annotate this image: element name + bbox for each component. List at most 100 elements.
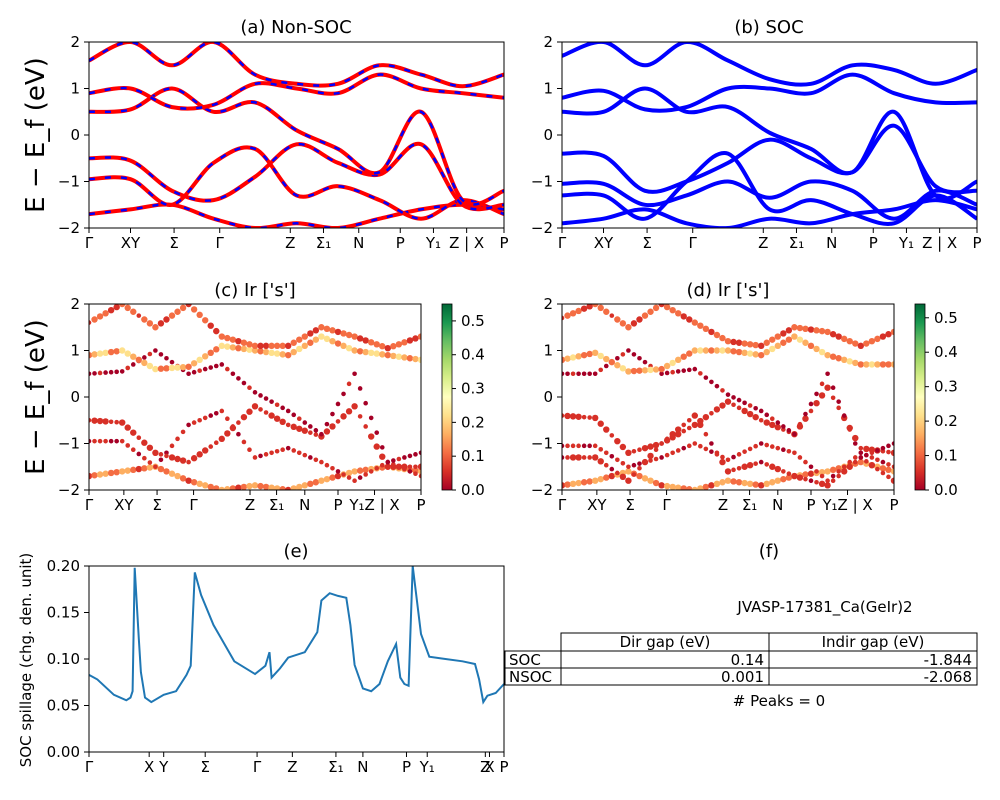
projection-point [197, 417, 202, 423]
projection-point [168, 470, 176, 477]
xtick-label: Z | X [449, 234, 484, 252]
projection-point [852, 359, 859, 367]
projection-point [697, 417, 704, 425]
projection-point [246, 482, 253, 490]
projection-point [257, 348, 264, 355]
projection-point [581, 455, 587, 460]
projection-point [296, 425, 303, 432]
projection-point [653, 447, 659, 453]
ytick-label: −2 [58, 481, 80, 499]
projection-point [180, 429, 186, 435]
projection-point [213, 440, 219, 446]
projection-point [824, 468, 831, 475]
projection-point [857, 342, 864, 350]
projection-point [891, 441, 894, 446]
projection-point [758, 342, 765, 350]
projection-point [323, 335, 331, 343]
projection-point [258, 407, 263, 412]
projection-point [592, 454, 599, 461]
projection-point [885, 466, 892, 474]
projection-point [136, 435, 142, 440]
ytick-label: 1 [543, 342, 553, 360]
projection-point [263, 452, 269, 457]
projection-point [681, 422, 687, 428]
projection-point [625, 468, 632, 475]
projection-point [797, 421, 803, 427]
band-line-dashed [89, 42, 504, 88]
projection-point [102, 349, 109, 357]
colorbar-tick-label: 0.2 [934, 412, 958, 430]
xtick-label: X [144, 758, 154, 776]
projection-point [406, 337, 414, 344]
xtick-label: Γ [85, 758, 94, 776]
panel-c-yticks: 2 1 0 −1 −2 [58, 295, 89, 499]
projection-point [374, 466, 380, 471]
projection-point [709, 410, 714, 416]
xtick-label: Γ [216, 234, 225, 252]
xtick-label: Z [245, 496, 255, 514]
projection-point [190, 479, 198, 486]
projection-point [890, 449, 894, 456]
projection-point [124, 304, 131, 312]
projection-point [597, 304, 604, 312]
projection-point [296, 336, 303, 343]
projection-point [625, 449, 632, 456]
panel-f: (f) JVASP-17381_Ca(GeIr)2 Dir gap (eV) I… [504, 541, 978, 710]
projection-point [774, 477, 781, 484]
projection-point [119, 438, 125, 444]
projection-point [185, 304, 192, 308]
projection-point [736, 452, 742, 457]
xtick-label: P [416, 496, 425, 514]
projection-point [890, 468, 894, 475]
projection-point [330, 411, 335, 417]
projection-point [157, 365, 165, 372]
projection-point [207, 322, 214, 329]
projection-point [208, 413, 214, 418]
projection-point [146, 464, 154, 471]
projection-point [686, 417, 692, 423]
projection-point [368, 349, 375, 357]
projection-point [262, 348, 270, 356]
xtick-label: Y₁ [419, 758, 435, 776]
projection-point [213, 363, 219, 369]
projection-point [119, 347, 126, 354]
projection-point [119, 419, 126, 426]
projection-point [580, 351, 588, 359]
projection-point [576, 371, 581, 377]
projection-point [614, 362, 621, 369]
panel-d-title: (d) Ir ['s'] [687, 280, 770, 301]
projection-point [390, 343, 397, 350]
projection-point [619, 320, 627, 327]
projection-point [818, 480, 826, 487]
projection-point [592, 304, 599, 308]
ytick-label: 0.00 [47, 743, 80, 761]
projection-point [379, 351, 386, 358]
projection-point [356, 335, 364, 342]
panel-f-title: (f) [759, 541, 779, 562]
projection-point [752, 413, 759, 421]
projection-point [697, 347, 704, 354]
projection-point [652, 441, 660, 449]
projection-point [163, 468, 170, 475]
projection-point [597, 352, 604, 360]
projection-point [680, 313, 687, 320]
projection-point [792, 431, 797, 437]
projection-point [781, 424, 786, 429]
projection-point [864, 452, 869, 458]
projection-point [575, 454, 582, 461]
projection-point [890, 477, 894, 484]
projection-point [152, 449, 159, 456]
xtick-label: Γ [689, 234, 698, 252]
projection-point [609, 313, 615, 318]
projection-point [841, 335, 848, 343]
band-line [89, 72, 504, 111]
projection-point [119, 468, 126, 475]
projection-point [113, 304, 120, 311]
projection-point [345, 408, 353, 415]
projection-point [758, 459, 764, 465]
projection-point [241, 380, 247, 386]
projection-point [708, 347, 715, 354]
projection-point [269, 399, 274, 404]
projection-point [207, 483, 214, 490]
projection-point [808, 464, 814, 470]
